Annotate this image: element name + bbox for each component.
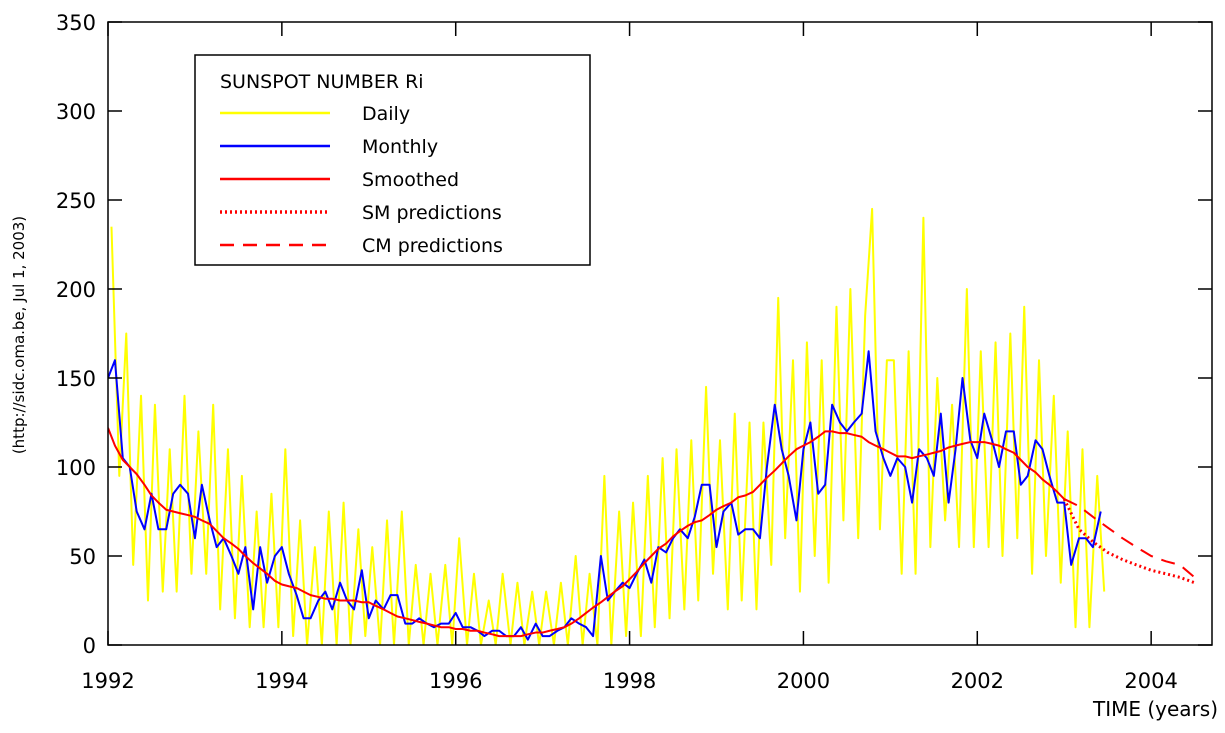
y-tick-label: 350 bbox=[56, 11, 96, 35]
x-tick-label: 2002 bbox=[951, 669, 1004, 693]
legend-label: Daily bbox=[362, 103, 410, 125]
axes: 0 50 100 150 200 250 300 350 1992 1994 1996 1998 200… bbox=[56, 11, 1212, 693]
y-tick-label: 250 bbox=[56, 189, 96, 213]
x-tick-label: 2000 bbox=[777, 669, 830, 693]
legend-label: SM predictions bbox=[362, 202, 502, 224]
y-tick-label: 150 bbox=[56, 367, 96, 391]
plot-area bbox=[108, 207, 1196, 645]
x-axis-label: TIME (years) bbox=[1092, 697, 1218, 721]
y-tick-label: 50 bbox=[69, 545, 96, 569]
legend-label: Monthly bbox=[362, 136, 438, 158]
x-tick-label: 1996 bbox=[429, 669, 482, 693]
y-tick-label: 300 bbox=[56, 100, 96, 124]
series-line bbox=[1062, 498, 1196, 585]
legend-label: Smoothed bbox=[362, 169, 459, 191]
x-tick-label: 1992 bbox=[81, 669, 134, 693]
legend-title: SUNSPOT NUMBER Ri bbox=[220, 71, 424, 93]
plot-frame bbox=[107, 21, 1213, 646]
y-tick-label: 100 bbox=[56, 456, 96, 480]
series-line bbox=[108, 427, 1065, 638]
y-tick-label: 0 bbox=[83, 634, 96, 658]
series-line bbox=[1063, 498, 1196, 579]
x-tick-label: 1998 bbox=[603, 669, 656, 693]
legend-box bbox=[194, 54, 591, 266]
legend: SUNSPOT NUMBER Ri Daily Monthly Smoothed SM… bbox=[194, 54, 591, 266]
series-line bbox=[110, 207, 1106, 645]
legend-label: CM predictions bbox=[362, 235, 503, 257]
x-tick-label: 1994 bbox=[255, 669, 308, 693]
y-axis-label: (http://sidc.oma.be, Jul 1, 2003) bbox=[10, 216, 28, 454]
x-tick-label: 2004 bbox=[1124, 669, 1177, 693]
y-tick-label: 200 bbox=[56, 278, 96, 302]
series-line bbox=[108, 350, 1102, 641]
